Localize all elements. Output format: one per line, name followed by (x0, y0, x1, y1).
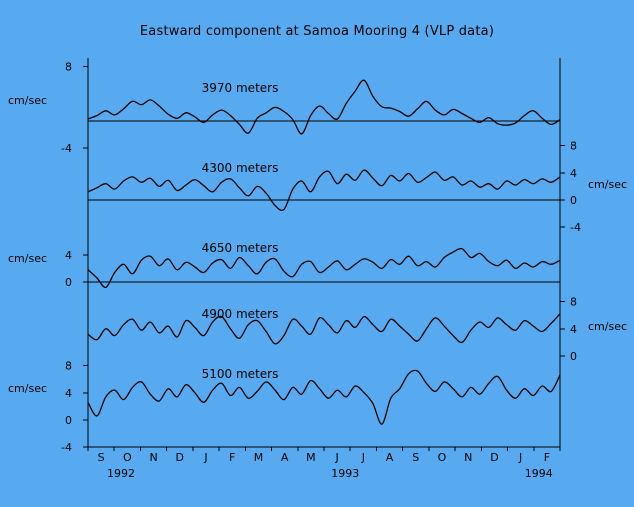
x-tick-label: O (123, 451, 132, 464)
depth-label-4900-meters: 4900 meters (202, 307, 279, 321)
x-tick-label: O (438, 451, 447, 464)
y-axis-unit-label: cm/sec (8, 252, 47, 265)
x-tick-label: M (254, 451, 264, 464)
x-tick-label: M (306, 451, 316, 464)
depth-label-3970-meters: 3970 meters (202, 81, 279, 95)
year-label: 1993 (331, 467, 359, 480)
year-label: 1992 (107, 467, 135, 480)
x-tick-label: J (361, 451, 365, 464)
y-tick-label: 4 (570, 323, 577, 336)
y-tick-label: 0 (65, 276, 72, 289)
depth-label-5100-meters: 5100 meters (202, 367, 279, 381)
x-tick-label: D (490, 451, 498, 464)
y-axis-unit-label: cm/sec (8, 94, 47, 107)
y-tick-label: -4 (61, 142, 72, 155)
y-axis-unit-label: cm/sec (588, 320, 627, 333)
depth-label-4650-meters: 4650 meters (202, 241, 279, 255)
year-label: 1994 (525, 467, 553, 480)
y-tick-label: 8 (65, 61, 72, 74)
y-tick-label: 8 (65, 360, 72, 373)
x-tick-label: D (176, 451, 184, 464)
x-tick-label: S (98, 451, 105, 464)
x-tick-label: J (334, 451, 338, 464)
chart-title: Eastward component at Samoa Mooring 4 (V… (139, 24, 495, 39)
y-axis-unit-label: cm/sec (8, 382, 47, 395)
y-tick-label: 0 (570, 350, 577, 363)
y-axis-unit-label: cm/sec (588, 178, 627, 191)
y-tick-label: 8 (570, 140, 577, 153)
x-tick-label: J (518, 451, 522, 464)
trace-3970-meters (87, 79, 561, 135)
y-tick-label: 4 (65, 249, 72, 262)
y-tick-label: 0 (570, 194, 577, 207)
trace-4300-meters (87, 169, 561, 212)
y-tick-label: 0 (65, 414, 72, 427)
axis-frame (87, 58, 561, 448)
depth-label-4300-meters: 4300 meters (202, 161, 279, 175)
x-tick-label: F (544, 451, 550, 464)
y-tick-label: 4 (570, 167, 577, 180)
trace-4900-meters (87, 313, 561, 345)
y-tick-label: -4 (61, 441, 72, 454)
x-tick-label: N (464, 451, 472, 464)
x-tick-label: N (149, 451, 157, 464)
x-tick-label: A (386, 451, 394, 464)
y-tick-label: 4 (65, 387, 72, 400)
x-tick-label: J (203, 451, 207, 464)
y-tick-label: 8 (570, 296, 577, 309)
x-tick-label: S (412, 451, 419, 464)
trace-5100-meters (87, 369, 561, 425)
y-tick-label: -4 (570, 221, 581, 234)
x-tick-label: F (229, 451, 235, 464)
trace-4650-meters (87, 247, 561, 289)
x-tick-label: A (281, 451, 289, 464)
